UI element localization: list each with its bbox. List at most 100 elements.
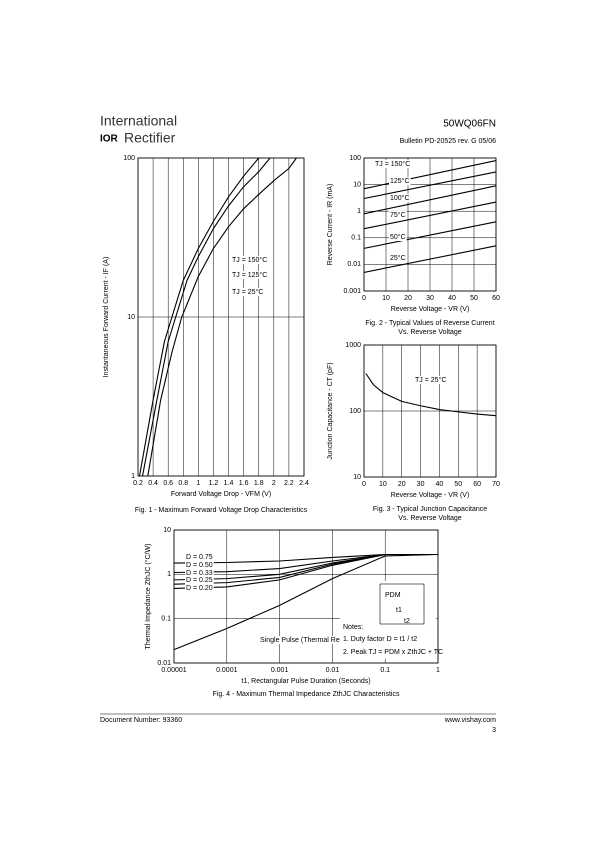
label-bg xyxy=(185,561,214,569)
label-bg xyxy=(231,288,265,296)
x-tick-label: 10 xyxy=(382,295,390,302)
annotation: t2 xyxy=(404,618,410,625)
label-bg xyxy=(231,271,269,279)
caption-subtitle: Vs. Reverse Voltage xyxy=(398,329,462,336)
y-axis-label: Instantaneous Forward Current - IF (A) xyxy=(103,257,110,378)
y-tick-label: 10 xyxy=(353,474,361,481)
series-label: D = 0.50 xyxy=(186,562,213,569)
series-label: TJ = 25°C xyxy=(232,288,263,296)
label-bg xyxy=(185,553,214,561)
y-axis-label: Reverse Current - IR (mA) xyxy=(327,184,334,266)
x-tick-label: 0.0001 xyxy=(216,667,238,674)
series-label: TJ = 25°C xyxy=(415,376,446,384)
x-tick-label: 0.1 xyxy=(380,667,390,674)
x-axis-label: Reverse Voltage - VR (V) xyxy=(391,306,470,313)
caption: Fig. 4 - Maximum Thermal Impedance ZthJC… xyxy=(213,691,400,698)
x-tick-label: 50 xyxy=(470,295,478,302)
annotation: Notes: xyxy=(343,624,363,631)
label-bg xyxy=(259,636,369,644)
x-tick-label: 2 xyxy=(272,480,276,487)
label-bg xyxy=(185,584,214,592)
y-tick-label: 1 xyxy=(167,571,171,578)
caption: Fig. 2 - Typical Values of Reverse Curre… xyxy=(365,320,494,327)
series-label: TJ = 125°C xyxy=(232,271,267,279)
x-tick-label: 10 xyxy=(379,481,387,488)
label-bg xyxy=(389,194,411,202)
series-line xyxy=(141,157,271,477)
series-label: 75°C xyxy=(390,211,406,219)
series-line xyxy=(365,373,497,417)
x-tick-label: 30 xyxy=(426,295,434,302)
series-label: 125°C xyxy=(390,177,410,185)
y-tick-label: 1000 xyxy=(345,342,361,349)
x-tick-label: 60 xyxy=(492,295,500,302)
y-tick-label: 0.1 xyxy=(161,616,171,623)
label-bg xyxy=(389,254,407,262)
series-label: 25°C xyxy=(390,254,406,262)
x-tick-label: 40 xyxy=(448,295,456,302)
series-line xyxy=(363,201,497,230)
label-bg xyxy=(389,233,407,241)
pulse-box xyxy=(379,583,425,625)
y-tick-label: 0.001 xyxy=(343,288,361,295)
brand-logo: IOR xyxy=(100,134,119,145)
x-tick-label: 0.00001 xyxy=(161,667,186,674)
series-line xyxy=(363,160,497,190)
doc-number: Document Number: 93360 xyxy=(100,717,182,724)
label-bg xyxy=(389,211,407,219)
caption: Fig. 1 - Maximum Forward Voltage Drop Ch… xyxy=(135,507,308,514)
y-tick-label: 1 xyxy=(131,473,135,480)
brand-bottom: Rectifier xyxy=(124,130,176,146)
x-tick-label: 0.4 xyxy=(148,480,158,487)
y-tick-label: 100 xyxy=(123,155,135,162)
annotation: PDM xyxy=(385,592,401,599)
y-axis-label: Thermal Impedance ZthJC (°C/W) xyxy=(144,544,152,650)
annotation: 2. Peak TJ = PDM x ZthJC + TC xyxy=(343,649,443,656)
x-tick-label: 50 xyxy=(454,481,462,488)
x-tick-label: 0.8 xyxy=(178,480,188,487)
x-axis-label: Reverse Voltage - VR (V) xyxy=(391,492,470,499)
y-tick-label: 0.01 xyxy=(157,660,171,667)
bulletin: Bulletin PD-20525 rev. G 05/06 xyxy=(400,138,496,145)
y-tick-label: 10 xyxy=(127,314,135,321)
x-tick-label: 1 xyxy=(196,480,200,487)
x-tick-label: 0.6 xyxy=(163,480,173,487)
series-line xyxy=(173,553,438,590)
series-label: 50°C xyxy=(390,233,406,241)
series-line xyxy=(138,157,260,477)
x-tick-label: 2.2 xyxy=(284,480,294,487)
x-tick-label: 1.4 xyxy=(224,480,234,487)
x-axis-label: Forward Voltage Drop - VFM (V) xyxy=(171,491,271,498)
x-tick-label: 30 xyxy=(417,481,425,488)
brand-top: International xyxy=(100,113,177,129)
x-axis-label: t1, Rectangular Pulse Duration (Seconds) xyxy=(241,678,370,685)
x-tick-label: 1.2 xyxy=(209,480,219,487)
caption: Fig. 3 - Typical Junction Capacitance xyxy=(373,506,487,513)
series-label: D = 0.33 xyxy=(186,570,213,577)
series-line xyxy=(363,171,497,200)
y-tick-label: 0.01 xyxy=(347,261,361,268)
label-bg xyxy=(231,256,269,264)
label-bg xyxy=(389,177,411,185)
series-label: TJ = 150°C xyxy=(375,160,410,168)
y-axis-label: Junction Capacitance - CT (pF) xyxy=(327,362,334,459)
x-tick-label: 20 xyxy=(404,295,412,302)
series-label: D = 0.20 xyxy=(186,585,213,592)
x-tick-label: 1.6 xyxy=(239,480,249,487)
series-label: D = 0.75 xyxy=(186,554,213,561)
label-bg xyxy=(185,569,214,577)
x-tick-label: 0 xyxy=(362,481,366,488)
x-tick-label: 60 xyxy=(473,481,481,488)
series-line xyxy=(173,553,439,651)
x-tick-label: 40 xyxy=(436,481,444,488)
y-tick-label: 0.1 xyxy=(351,235,361,242)
x-tick-label: 20 xyxy=(398,481,406,488)
x-tick-label: 1 xyxy=(436,667,440,674)
website: www.vishay.com xyxy=(444,717,496,724)
caption-subtitle: Vs. Reverse Voltage xyxy=(398,515,462,522)
x-tick-label: 1.8 xyxy=(254,480,264,487)
x-tick-label: 0.001 xyxy=(271,667,289,674)
y-tick-label: 100 xyxy=(349,155,361,162)
x-tick-label: 0.01 xyxy=(326,667,340,674)
